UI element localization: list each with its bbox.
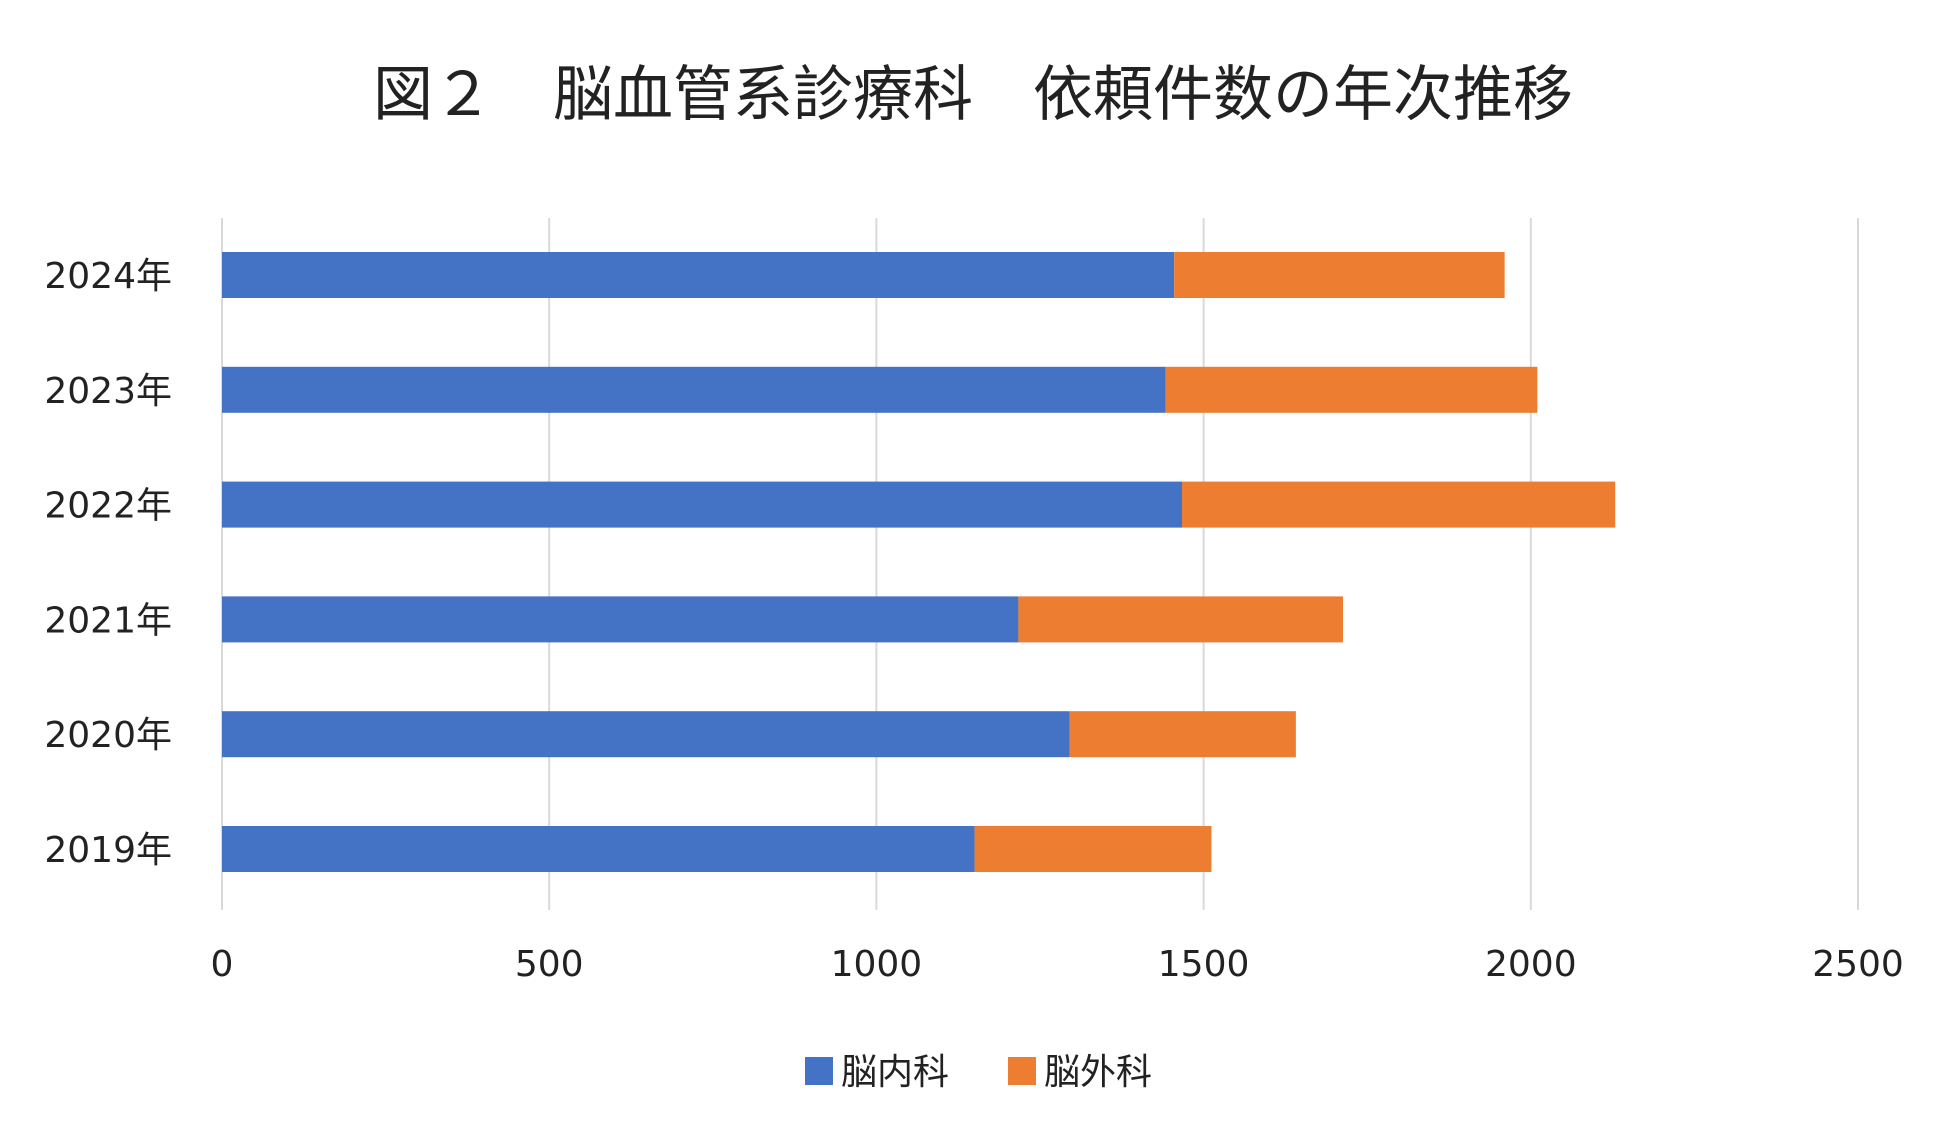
x-tick-label: 0: [211, 944, 234, 985]
bars: [222, 252, 1616, 872]
x-tick-label: 1000: [831, 944, 923, 985]
bar-series1: [222, 596, 1019, 643]
bar-series2: [1165, 366, 1538, 413]
bar-series1: [222, 826, 975, 872]
legend-swatch: [1008, 1057, 1036, 1085]
bar-series1: [222, 481, 1183, 528]
bar-series1: [222, 366, 1166, 413]
x-tick-label: 500: [515, 944, 584, 985]
category-label: 2022年: [44, 486, 172, 527]
gridlines: [221, 218, 1859, 910]
x-tick-label: 2000: [1485, 944, 1577, 985]
legend-swatch: [805, 1057, 833, 1085]
bar-series1: [222, 711, 1070, 758]
category-label: 2020年: [44, 715, 172, 756]
category-label: 2019年: [44, 830, 172, 871]
x-tick-label: 1500: [1158, 944, 1250, 985]
bar-series1: [222, 252, 1175, 298]
x-axis-ticks: 0 500 1000 1500 2000 2500: [211, 944, 1904, 985]
bar-series2: [1182, 481, 1616, 528]
bar-series2: [974, 826, 1212, 872]
chart-title: 図２ 脳血管系診療科 依頼件数の年次推移: [373, 60, 1573, 130]
category-label: 2023年: [44, 371, 172, 412]
bar-series2: [1069, 711, 1296, 758]
bar-series2: [1018, 596, 1343, 643]
legend: 脳内科 脳外科: [805, 1052, 1152, 1093]
x-tick-label: 2500: [1812, 944, 1904, 985]
bar-series2: [1174, 252, 1505, 298]
category-label: 2021年: [44, 600, 172, 641]
category-label: 2024年: [44, 256, 172, 297]
category-labels: 2024年 2023年 2022年 2021年 2020年 2019年: [44, 256, 172, 871]
legend-label: 脳内科: [841, 1052, 949, 1093]
legend-label: 脳外科: [1044, 1052, 1152, 1093]
